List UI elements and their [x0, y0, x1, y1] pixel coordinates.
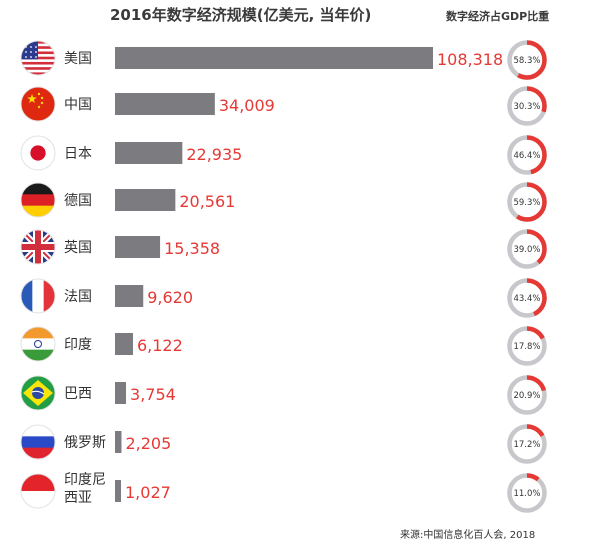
- category-label: 法国: [64, 289, 92, 305]
- gdp-share-ring: 17.8%: [507, 326, 547, 366]
- gdp-share-ring: 59.3%: [507, 182, 547, 222]
- bar: [115, 382, 127, 404]
- china-flag-icon: [20, 86, 56, 122]
- category-label: 英国: [64, 239, 92, 256]
- brazil-flag-icon: [20, 375, 56, 411]
- gdp-share-ring: 11.0%: [507, 473, 547, 513]
- value-label: 9,620: [147, 288, 193, 307]
- chart-row: 德国 20,561 59.3%: [20, 182, 547, 222]
- category-label: 印度尼西亚: [64, 472, 106, 506]
- gdp-share-ring: 17.2%: [507, 424, 547, 464]
- gdp-share-label: 11.0%: [513, 489, 540, 499]
- chart-row: 法国 9,620 43.4%: [20, 278, 547, 318]
- gdp-share-ring: 58.3%: [507, 40, 547, 80]
- bar: [115, 47, 433, 69]
- uk-flag-icon: [20, 229, 56, 265]
- india-flag-icon: [20, 326, 56, 362]
- gdp-share-label: 20.9%: [513, 391, 540, 401]
- value-label: 3,754: [130, 385, 176, 404]
- gdp-share-label: 59.3%: [513, 198, 540, 208]
- gdp-share-title: 数字经济占GDP比重: [446, 10, 550, 23]
- chart-title: 2016年数字经济规模(亿美元, 当年价): [110, 6, 372, 24]
- chart-row: 印度 6,122 17.8%: [20, 326, 547, 366]
- bar: [115, 189, 176, 211]
- russia-flag-icon: [20, 424, 56, 460]
- gdp-share-ring: 30.3%: [507, 86, 547, 126]
- gdp-share-ring: 20.9%: [507, 375, 547, 415]
- bar: [115, 236, 161, 258]
- gdp-share-label: 43.4%: [513, 294, 540, 304]
- germany-flag-icon: [20, 182, 56, 218]
- gdp-share-label: 46.4%: [513, 151, 540, 161]
- gdp-share-ring: 39.0%: [507, 229, 547, 269]
- value-label: 15,358: [164, 239, 220, 258]
- gdp-share-label: 58.3%: [513, 56, 540, 66]
- source-note: 来源:中国信息化百人会, 2018: [400, 530, 536, 541]
- chart-row: 印度尼西亚 1,027 11.0%: [20, 472, 547, 513]
- value-label: 108,318: [437, 50, 503, 69]
- category-label: 德国: [64, 193, 92, 209]
- value-label: 20,561: [179, 192, 235, 211]
- value-label: 2,205: [125, 434, 171, 453]
- chart-row: 日本 22,935 46.4%: [20, 135, 547, 175]
- bar: [115, 333, 133, 355]
- gdp-share-label: 30.3%: [513, 102, 540, 112]
- bar: [115, 285, 144, 307]
- category-label: 美国: [64, 51, 92, 67]
- japan-flag-icon: [20, 135, 56, 171]
- value-label: 34,009: [219, 96, 275, 115]
- value-label: 22,935: [186, 145, 242, 164]
- gdp-share-label: 17.2%: [513, 440, 540, 450]
- category-label: 巴西: [64, 386, 92, 402]
- gdp-share-ring: 43.4%: [507, 278, 547, 318]
- gdp-share-label: 39.0%: [513, 245, 540, 255]
- gdp-share-ring: 46.4%: [507, 135, 547, 175]
- chart-row: 中国 34,009 30.3%: [20, 86, 547, 126]
- france-flag-icon: [20, 278, 56, 314]
- bar: [115, 142, 183, 164]
- bar: [115, 431, 122, 453]
- chart-row: 英国 15,358 39.0%: [20, 229, 547, 269]
- value-label: 6,122: [137, 336, 183, 355]
- category-label: 中国: [64, 97, 92, 113]
- category-label: 印度: [64, 337, 92, 353]
- value-label: 1,027: [125, 483, 171, 502]
- indonesia-flag-icon: [20, 473, 56, 509]
- chart-row: 俄罗斯 2,205 17.2%: [20, 424, 547, 464]
- category-label: 日本: [64, 146, 92, 162]
- category-label: 俄罗斯: [64, 435, 106, 451]
- chart-row: 巴西 3,754 20.9%: [20, 375, 547, 415]
- bar: [115, 93, 215, 115]
- us-flag-icon: [20, 40, 56, 76]
- gdp-share-label: 17.8%: [513, 342, 540, 352]
- chart-row: 美国 108,318 58.3%: [20, 40, 547, 80]
- bar: [115, 480, 121, 502]
